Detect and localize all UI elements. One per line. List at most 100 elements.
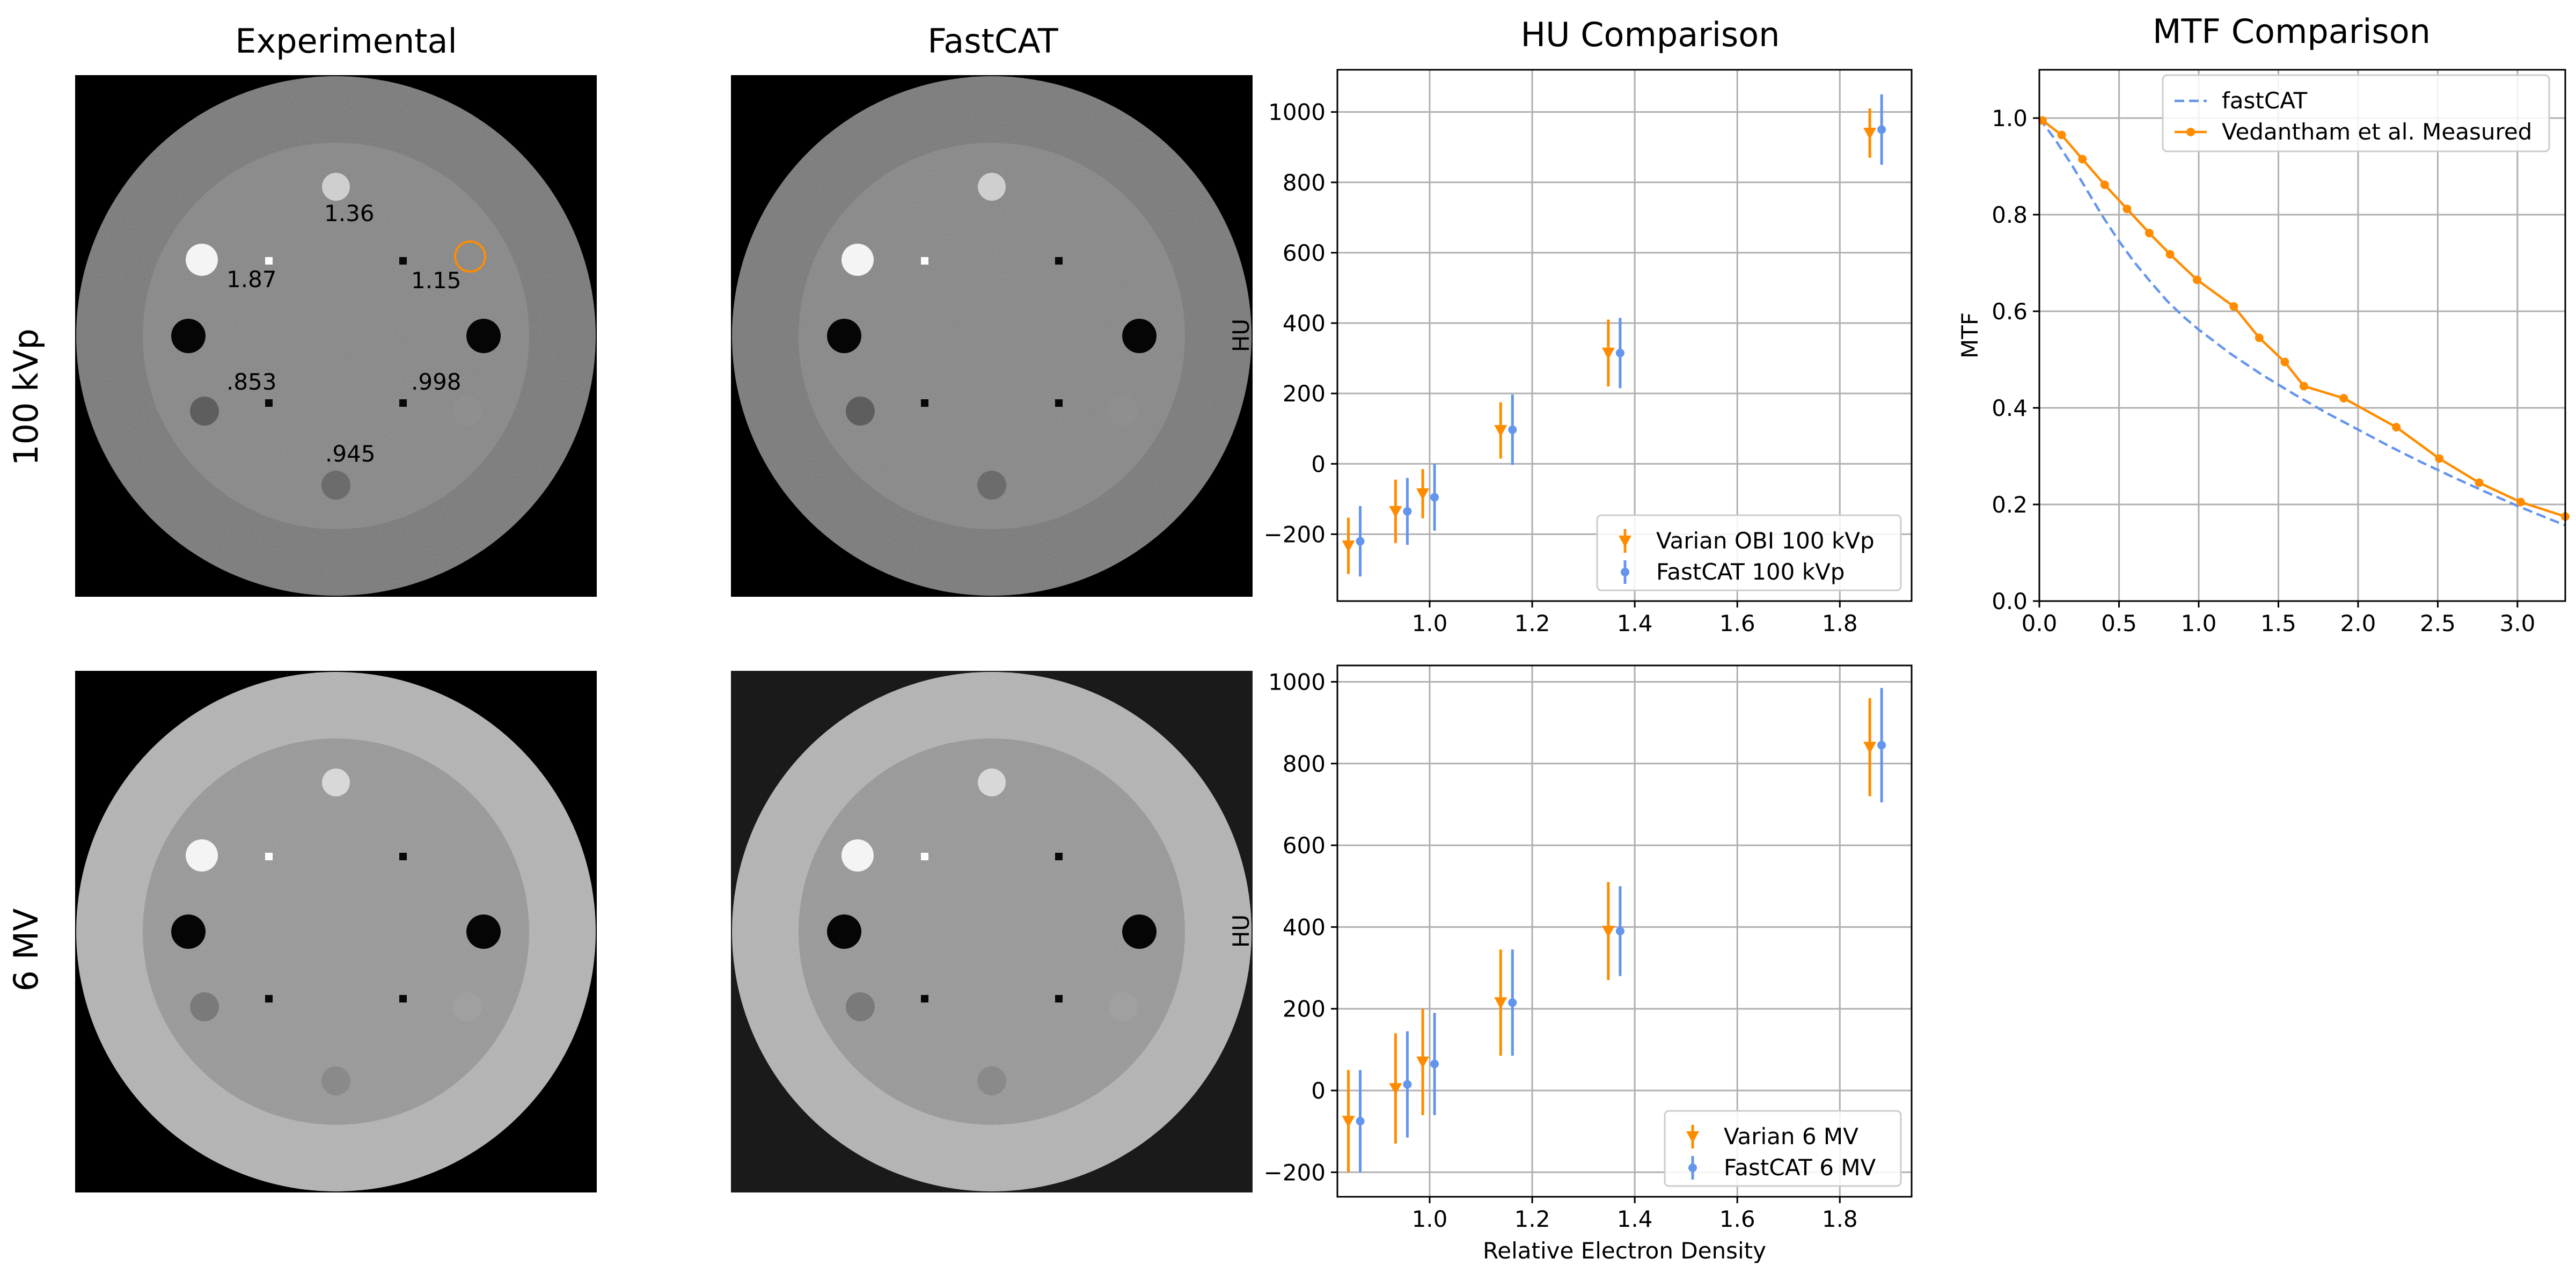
data-point xyxy=(1342,540,1355,553)
pin-marker xyxy=(265,853,273,860)
series-fastcat-6-mv xyxy=(1356,687,1886,1173)
x-tick-label: 1.0 xyxy=(1412,610,1448,636)
insert xyxy=(190,397,219,426)
data-point xyxy=(1356,1117,1365,1126)
insert xyxy=(453,397,482,426)
series-fastcat-100-kvp xyxy=(1356,94,1886,577)
data-point xyxy=(2078,155,2087,164)
data-point xyxy=(1416,488,1430,501)
phantom-experimental-6mv xyxy=(75,671,597,1192)
y-tick-label: 800 xyxy=(1283,751,1326,777)
pin-marker xyxy=(265,257,273,265)
insert-label-0998: .998 xyxy=(411,369,462,395)
y-tick-label: 400 xyxy=(1283,310,1326,336)
x-tick-label: 1.4 xyxy=(1617,1206,1653,1232)
y-tick-label: 600 xyxy=(1283,832,1326,859)
insert xyxy=(321,471,350,500)
phantom-inner-region xyxy=(799,143,1185,529)
data-point xyxy=(2229,302,2238,311)
x-tick-label: 2.5 xyxy=(2420,610,2456,636)
insert xyxy=(827,319,861,353)
pin-marker xyxy=(1055,853,1063,860)
insert xyxy=(186,839,218,872)
data-point xyxy=(1863,128,1877,140)
y-tick-label: 800 xyxy=(1283,170,1326,196)
insert xyxy=(841,839,874,872)
pin-marker xyxy=(1055,995,1063,1002)
legend-box xyxy=(1596,514,1902,591)
insert xyxy=(1122,319,1157,353)
series-varian-6-mv xyxy=(1342,698,1877,1173)
legend-label: FastCAT 100 kVp xyxy=(1656,559,1845,585)
data-point xyxy=(2123,204,2132,214)
legend: Varian 6 MV FastCAT 6 MV xyxy=(1664,1110,1902,1187)
y-tick-label: 600 xyxy=(1283,240,1326,266)
data-point xyxy=(1403,1080,1412,1089)
insert-label-0853: .853 xyxy=(226,369,277,395)
data-point xyxy=(1615,927,1624,935)
legend-box xyxy=(1664,1110,1902,1187)
series-fastcat xyxy=(2038,117,2566,526)
insert xyxy=(171,319,206,353)
pin-marker xyxy=(265,995,273,1002)
legend-marker xyxy=(2186,128,2195,136)
data-point xyxy=(1877,125,1886,134)
plot-frame xyxy=(1336,664,1913,1198)
pin-marker xyxy=(399,995,407,1002)
data-point xyxy=(1508,998,1517,1007)
x-tick-label: 1.2 xyxy=(1514,1206,1550,1232)
insert-label-136: 1.36 xyxy=(324,200,375,226)
data-point xyxy=(1430,1059,1439,1069)
insert xyxy=(321,1066,350,1095)
legend-box xyxy=(2162,74,2550,152)
y-tick-label: 0.8 xyxy=(1992,202,2028,228)
y-tick-label: 0 xyxy=(1311,451,1326,477)
roi-marker xyxy=(454,240,486,273)
data-point xyxy=(2255,333,2264,342)
insert-label-115: 1.15 xyxy=(411,267,462,294)
data-point xyxy=(1494,997,1507,1009)
y-axis-label: MTF xyxy=(1957,312,1983,358)
phantom-inner-region xyxy=(143,738,529,1125)
y-tick-label: 1.0 xyxy=(1992,105,2028,131)
data-point xyxy=(1877,741,1886,750)
data-point xyxy=(1356,537,1365,546)
row-label-100kvp: 100 kVp xyxy=(6,328,46,466)
y-tick-label: 0 xyxy=(1311,1078,1326,1104)
y-tick-label: 400 xyxy=(1283,914,1326,940)
plot-frame xyxy=(2038,69,2566,602)
insert xyxy=(171,914,206,949)
insert xyxy=(322,769,350,796)
series-line xyxy=(2041,119,2566,518)
insert xyxy=(977,1066,1006,1095)
insert-label-0945: .945 xyxy=(325,441,376,467)
data-point xyxy=(2100,180,2109,189)
row-label-6mv: 6 MV xyxy=(6,908,46,991)
legend-marker xyxy=(1688,1163,1697,1172)
y-tick-label: 1000 xyxy=(1268,99,1326,126)
plot-frame xyxy=(1336,69,1913,602)
series-varian-obi-100-kvp xyxy=(1342,108,1877,574)
legend-label: fastCAT xyxy=(2222,87,2308,114)
pin-marker xyxy=(921,853,928,860)
x-tick-label: 1.2 xyxy=(1514,610,1550,636)
data-point xyxy=(2392,423,2401,431)
data-point xyxy=(1494,425,1507,437)
y-axis-label: HU xyxy=(1228,319,1254,352)
pin-marker xyxy=(399,399,407,407)
insert xyxy=(466,914,501,949)
insert xyxy=(453,992,482,1021)
x-tick-label: 1.8 xyxy=(1822,1206,1858,1232)
y-tick-label: 0.4 xyxy=(1992,395,2028,421)
data-point xyxy=(1342,1116,1355,1128)
data-point xyxy=(2516,497,2525,507)
phantom-experimental-100kvp xyxy=(75,75,597,597)
x-tick-label: 1.5 xyxy=(2260,610,2296,636)
legend-marker xyxy=(1619,536,1631,547)
data-point xyxy=(2193,275,2201,284)
pin-marker xyxy=(1055,257,1063,265)
column-title-fastcat: FastCAT xyxy=(927,21,1058,61)
x-tick-label: 3.0 xyxy=(2500,610,2536,636)
insert xyxy=(977,471,1006,500)
